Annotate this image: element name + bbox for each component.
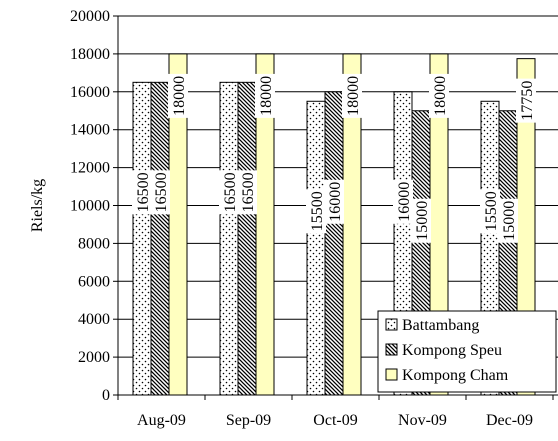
legend-swatch: [385, 318, 398, 331]
y-tick-label: 16000: [70, 84, 110, 101]
x-tick-label: Aug-09: [137, 412, 186, 429]
data-label-bg: [255, 73, 275, 118]
x-tick-label: Sep-09: [226, 412, 271, 429]
data-label-text: 16500: [153, 172, 170, 212]
data-label-bg: [429, 73, 449, 118]
data-label-bg: [480, 189, 500, 234]
y-axis-title: Riels/kg: [29, 179, 46, 232]
x-tick-label: Nov-09: [398, 412, 447, 429]
data-label-bg: [411, 198, 431, 243]
y-tick-label: 8000: [78, 235, 110, 252]
data-label: 15500: [306, 189, 326, 234]
data-label-text: 15500: [483, 191, 500, 231]
data-label-text: 18000: [432, 76, 449, 116]
data-label: 18000: [168, 73, 188, 118]
bar: [237, 81, 257, 396]
legend-label: Battambang: [402, 317, 479, 334]
y-tick-label: 14000: [70, 122, 110, 139]
data-label-text: 15500: [309, 191, 326, 231]
y-tick-label: 20000: [70, 8, 110, 25]
data-label-text: 16500: [135, 172, 152, 212]
legend-swatch: [385, 343, 398, 356]
axes: 0 2000 4000 6000 8000 10000 12000 14000 16000 180…: [29, 8, 558, 429]
data-label-text: 18000: [258, 76, 275, 116]
data-label-bg: [306, 189, 326, 234]
data-label-bg: [168, 73, 188, 118]
data-label-bg: [219, 170, 239, 215]
data-label-text: 17750: [519, 81, 536, 121]
y-tick-label: 4000: [78, 311, 110, 328]
data-label-text: 15000: [414, 201, 431, 241]
data-label: 16500: [132, 170, 152, 215]
data-label: 16500: [219, 170, 239, 215]
data-label-bg: [237, 170, 257, 215]
bar: [219, 81, 239, 396]
data-label: 16000: [324, 179, 344, 224]
data-label-bg: [393, 179, 413, 224]
data-label: 15000: [498, 198, 518, 243]
data-label-text: 16000: [327, 182, 344, 222]
y-tick-label: 0: [102, 387, 110, 404]
bar: [150, 81, 170, 396]
bar: [132, 81, 152, 396]
data-label: 18000: [255, 73, 275, 118]
data-label: 18000: [429, 73, 449, 118]
data-label-text: 16500: [222, 172, 239, 212]
bar: [324, 91, 344, 396]
data-label-text: 15000: [501, 201, 518, 241]
bars: [132, 53, 536, 396]
legend-box: [377, 310, 557, 393]
data-label-bg: [324, 179, 344, 224]
data-label: 16500: [237, 170, 257, 215]
bar: [306, 100, 326, 396]
y-tick-label: 12000: [70, 160, 110, 177]
x-tick-label: Dec-09: [486, 412, 533, 429]
data-label: 16000: [393, 179, 413, 224]
x-tick-label: Oct-09: [313, 412, 357, 429]
data-label-text: 16500: [240, 172, 257, 212]
data-label: 18000: [342, 73, 362, 118]
data-label-bg: [342, 73, 362, 118]
data-label-bg: [150, 170, 170, 215]
data-label: 16500: [150, 170, 170, 215]
legend-label: Kompong Speu: [402, 342, 502, 359]
y-tick-label: 6000: [78, 273, 110, 290]
data-label-text: 16000: [396, 182, 413, 222]
y-tick-label: 10000: [70, 198, 110, 215]
data-label-text: 18000: [345, 76, 362, 116]
data-label-bg: [498, 198, 518, 243]
legend-swatch: [385, 368, 398, 381]
legend-label: Kompong Cham: [402, 367, 509, 384]
y-tick-label: 18000: [70, 46, 110, 63]
data-label-text: 18000: [171, 76, 188, 116]
data-label: 15500: [480, 189, 500, 234]
y-tick-label: 2000: [78, 349, 110, 366]
data-label-bg: [516, 78, 536, 123]
data-label-bg: [132, 170, 152, 215]
data-label: 15000: [411, 198, 431, 243]
data-label: 17750: [516, 78, 536, 123]
legend: Battambang Kompong Speu Kompong Cham: [377, 310, 557, 393]
